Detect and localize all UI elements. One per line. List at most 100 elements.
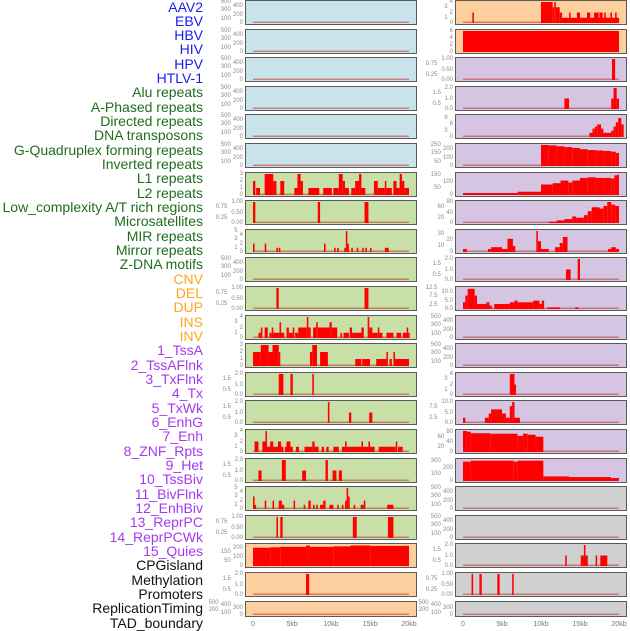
bar	[470, 433, 491, 452]
bar	[308, 188, 320, 195]
track-panel	[455, 114, 627, 139]
track-label: 2_TssAFlnk	[130, 356, 203, 373]
bar	[600, 555, 608, 566]
bar	[308, 500, 311, 509]
y-tick-label: 150	[430, 172, 441, 179]
bar	[580, 555, 584, 566]
bar	[329, 504, 334, 509]
track-panel	[455, 286, 627, 311]
bar	[463, 249, 467, 252]
y-tick-label: 300	[430, 350, 441, 357]
track-panel	[455, 315, 627, 340]
bar	[486, 302, 490, 309]
y-tick-label: 0.5	[222, 414, 231, 421]
track-panel	[245, 543, 417, 568]
bar	[262, 441, 266, 452]
y-tick-label: 500	[220, 85, 231, 91]
bar	[323, 188, 332, 195]
baseline	[463, 364, 619, 366]
bar	[614, 175, 618, 195]
bar	[362, 359, 370, 366]
bar	[314, 446, 319, 452]
bar	[286, 327, 289, 338]
y-tick-label: 400	[442, 346, 453, 353]
bar	[502, 413, 506, 423]
bar	[613, 88, 617, 109]
bar	[621, 124, 624, 137]
baseline	[463, 536, 619, 538]
track-panel	[455, 172, 627, 197]
bar	[367, 317, 370, 338]
y-tick-label: 500	[220, 113, 231, 119]
y-tick-label: 0.75	[425, 61, 438, 68]
track-label: EBV	[174, 12, 203, 29]
baseline	[253, 536, 409, 538]
bar	[346, 488, 349, 509]
y-tick-label: 2	[449, 381, 453, 388]
track-label: 8_ZNF_Rpts	[123, 442, 203, 459]
bar	[326, 446, 329, 452]
bar	[514, 417, 520, 423]
track-label: Directed repeats	[100, 113, 203, 130]
bar	[402, 332, 407, 338]
bar	[386, 332, 394, 338]
bar	[565, 269, 571, 280]
bar	[463, 31, 619, 52]
y-tick-label: 300	[220, 36, 231, 43]
track-panel	[245, 601, 417, 617]
bar	[554, 2, 556, 23]
bar	[575, 307, 579, 309]
bar	[338, 470, 342, 481]
bar	[370, 247, 372, 252]
bar	[278, 500, 282, 509]
bar	[272, 345, 279, 366]
x-tick-label: 10kb	[533, 621, 549, 628]
y-tick-label: 3	[239, 171, 243, 177]
track-label: 10_TssBiv	[139, 471, 203, 488]
baseline	[463, 107, 619, 109]
track-label: 1_TssA	[157, 342, 203, 359]
bar	[273, 446, 278, 452]
bar	[253, 243, 255, 252]
track-plot	[463, 336, 619, 338]
y-tick-label: 300	[220, 7, 231, 14]
y-tick-label: 0	[239, 363, 243, 369]
bar	[254, 504, 257, 509]
bar	[509, 406, 513, 423]
bar	[292, 327, 295, 338]
track-plot	[463, 431, 619, 452]
bar	[527, 434, 536, 452]
y-tick-label: 300	[220, 264, 231, 271]
track-panel	[245, 572, 417, 597]
bar	[281, 332, 285, 338]
track-label: AAV2	[168, 0, 203, 15]
bar	[610, 12, 612, 23]
y-tick-label: 0.50	[441, 581, 453, 588]
baseline	[253, 221, 409, 223]
y-tick-label: 4	[449, 0, 453, 5]
bar	[297, 174, 301, 195]
track-panel	[245, 172, 417, 197]
bar	[487, 249, 492, 252]
baseline	[253, 164, 409, 166]
y-tick-label: 1.0	[444, 266, 453, 273]
bar	[541, 145, 549, 166]
y-tick-label: 20	[437, 214, 445, 221]
y-tick-label: 2.0	[444, 85, 453, 91]
track-panel	[245, 343, 417, 368]
bar	[338, 174, 343, 195]
bar	[490, 433, 518, 452]
track-plot	[463, 536, 619, 538]
track-plot	[463, 88, 619, 109]
track-plot	[253, 317, 410, 338]
y-tick-label: 30	[437, 231, 445, 237]
bar	[604, 12, 606, 23]
bar	[345, 188, 349, 195]
y-tick-label: 0.50	[231, 209, 243, 216]
bar	[334, 247, 336, 252]
bar	[377, 188, 385, 195]
y-tick-label: 200	[442, 146, 453, 153]
y-tick-label: 1	[239, 185, 243, 191]
bar	[264, 327, 268, 338]
y-tick-label: 2.0	[234, 371, 243, 377]
